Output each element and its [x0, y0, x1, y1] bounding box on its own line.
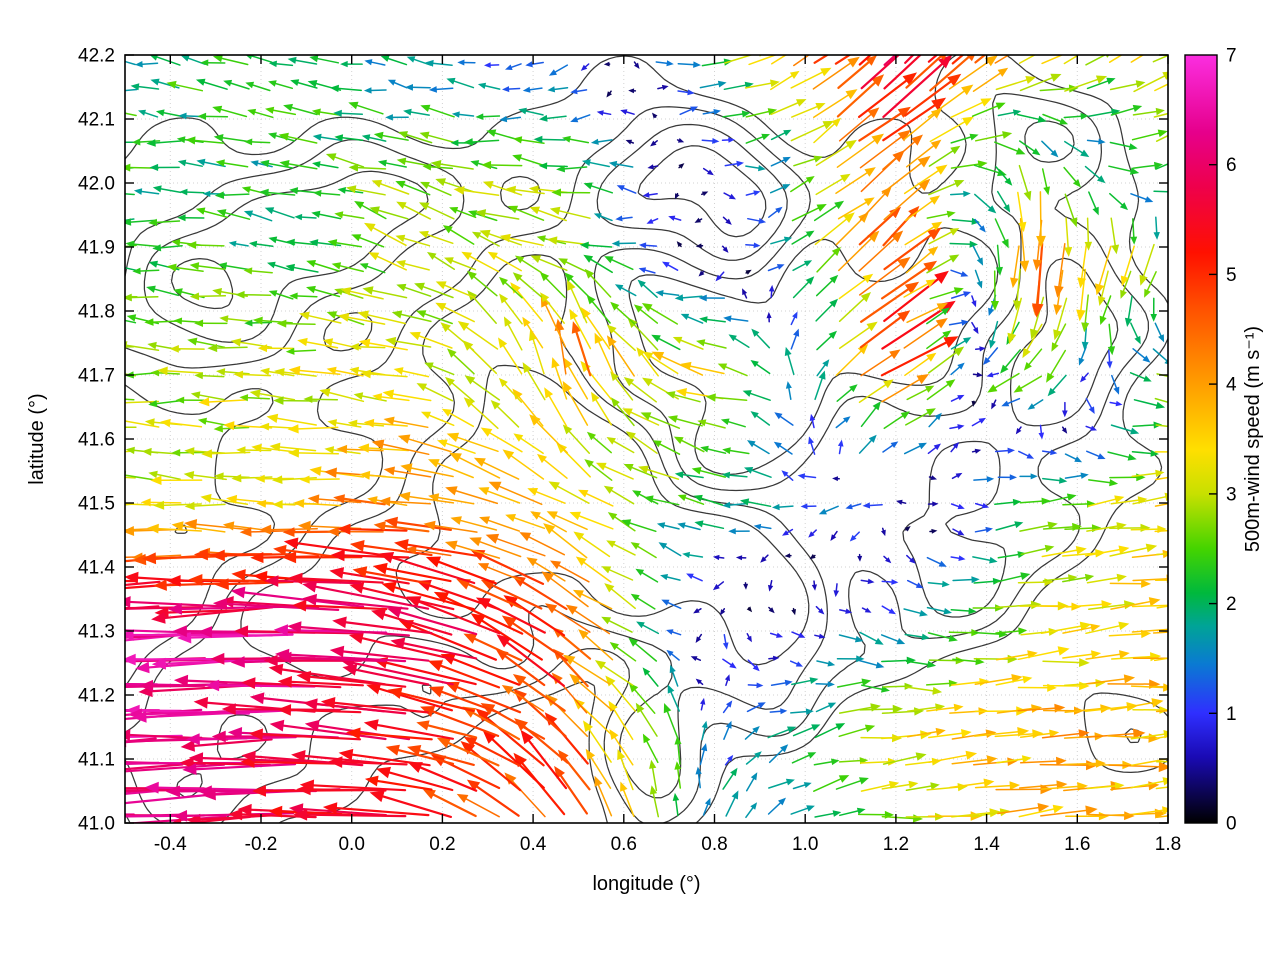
x-tick-label: 1.8: [1155, 834, 1181, 855]
y-tick-label: 41.6: [78, 430, 115, 451]
colorbar-tick-label: 2: [1226, 594, 1237, 615]
y-tick-label: 41.7: [78, 366, 115, 387]
colorbar-tick-label: 1: [1226, 704, 1237, 725]
colorbar-tick-label: 7: [1226, 46, 1237, 67]
x-tick-label: 1.6: [1064, 834, 1090, 855]
x-tick-label: 0.0: [338, 834, 364, 855]
tick-labels: -0.4 -0.2 0.0 0.2 0.4 0.6 0.8 1.0 1.2 1.4 1.6 1.8 41…: [78, 46, 1181, 856]
x-tick-label: -0.2: [245, 834, 278, 855]
x-tick-label: 0.6: [611, 834, 637, 855]
colorbar-tick-label: 3: [1226, 484, 1237, 505]
y-tick-label: 41.5: [78, 494, 115, 515]
y-tick-label: 41.4: [78, 558, 115, 579]
y-tick-label: 41.0: [78, 814, 115, 835]
colorbar-tick-label: 4: [1226, 375, 1237, 396]
y-tick-label: 41.1: [78, 750, 115, 771]
y-tick-label: 42.0: [78, 174, 115, 195]
y-tick-label: 41.8: [78, 302, 115, 323]
x-tick-label: 0.2: [429, 834, 455, 855]
y-tick-label: 41.9: [78, 238, 115, 259]
tick-marks: [125, 54, 1169, 824]
x-tick-label: 0.4: [520, 834, 547, 855]
wind-arrows-layer: [125, 55, 1168, 823]
y-tick-label: 42.2: [78, 46, 115, 67]
y-tick-label: 41.2: [78, 686, 115, 707]
colorbar: [1184, 54, 1218, 824]
colorbar-tick-label: 0: [1226, 814, 1237, 835]
x-tick-label: 1.2: [883, 834, 909, 855]
colorbar-tick-label: 5: [1226, 265, 1237, 286]
y-tick-label: 41.3: [78, 622, 115, 643]
x-axis-label: longitude (°): [592, 873, 701, 895]
x-tick-label: 1.4: [973, 834, 1000, 855]
y-tick-label: 42.1: [78, 110, 115, 131]
colorbar-group: 0 1 2 3 4 5 6 7: [1184, 46, 1237, 835]
y-axis-label: latitude (°): [26, 393, 48, 485]
colorbar-tick-label: 6: [1226, 155, 1237, 176]
x-tick-label: 1.0: [792, 834, 818, 855]
x-tick-label: -0.4: [154, 834, 187, 855]
x-tick-label: 0.8: [701, 834, 727, 855]
colorbar-label: 500m-wind speed (m s⁻¹): [1242, 325, 1264, 553]
